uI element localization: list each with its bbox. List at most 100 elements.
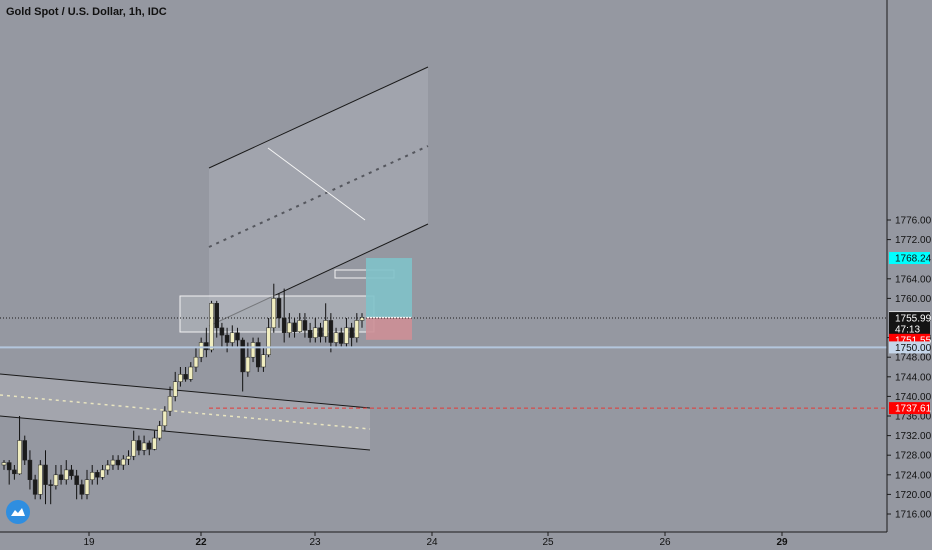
candle [198,337,204,363]
candle [178,367,183,387]
candle [1,460,7,470]
price-badge-bg [889,312,930,325]
candle-body [27,459,33,480]
candle [250,337,256,363]
candle-body [95,472,100,478]
price-badge-bg [889,341,930,354]
price-badge-bg [889,252,930,265]
trend-line [267,147,366,221]
candle [313,318,318,343]
price-badge: 1768.24 [889,252,932,265]
candle [147,440,152,456]
candle [126,450,131,465]
candle [89,465,95,485]
y-tick-label: 1736.00 [895,412,932,423]
candle [157,420,162,441]
x-tick-label: 22 [195,537,207,548]
candle-body [74,475,79,485]
candle-body [235,332,240,341]
candle-body [152,437,157,450]
candle-body [333,332,339,343]
price-badge-label: 1751.55 [895,335,932,346]
y-tick-label: 1764.00 [895,274,932,285]
candle [209,300,214,353]
candle-body [131,440,136,457]
candle-body [188,366,194,380]
descending-channel-upper-line [0,373,371,409]
candle-body [271,298,277,329]
candle-body [219,327,225,336]
candle [74,469,79,500]
candle [38,460,43,500]
x-tick-label: 29 [776,537,788,548]
candle [105,460,111,475]
x-tick-label: 23 [309,537,321,548]
price-badge: 1755.99 [889,312,932,325]
candle [32,474,38,500]
chart-title: Gold Spot / U.S. Dollar, 1h, IDC [6,6,167,18]
candle-body [162,410,168,427]
candle-body [328,320,334,343]
candle [214,300,219,338]
candle [188,362,194,382]
candle-body [214,303,219,329]
candle [64,460,69,485]
candle [167,386,173,416]
price-badge-bg [889,322,930,335]
candle-body [318,327,323,337]
candle [17,416,22,475]
candle [43,450,48,505]
candle [193,347,199,372]
candle [84,469,90,500]
price-badge-label: 1750.00 [895,343,932,354]
y-tick-label: 1716.00 [895,510,932,521]
candle-body [53,474,59,486]
price-badge-bg [889,402,930,415]
candle-body [17,440,22,475]
candle-body [240,339,245,373]
candle-body [147,442,152,450]
candle [27,450,33,490]
x-tick-label: 24 [426,537,438,548]
candle-body [349,327,354,338]
candle [287,313,292,338]
ascending-channel-midline [208,145,429,248]
descending-channel-lower-line [0,415,371,451]
x-tick-label: 25 [542,537,554,548]
y-tick-label: 1772.00 [895,235,932,246]
candle-body [344,327,349,344]
candle [100,465,105,480]
candle-body [359,317,365,321]
candle [240,337,245,392]
price-badge: 1737.61 [889,402,932,415]
candle [115,455,121,470]
candle [58,465,64,485]
candle-body [198,342,204,358]
candle [292,318,297,338]
candle-body [167,396,173,412]
candle [6,460,12,485]
candle [328,313,334,353]
candle [297,313,302,333]
candle [281,288,287,343]
y-tick-label: 1776.00 [895,216,932,227]
candle-body [84,479,90,495]
candle-body [141,442,147,451]
y-tick-label: 1748.00 [895,353,932,364]
candle [318,322,323,343]
candle [333,327,339,348]
candle-body [261,354,266,368]
candle-body [172,381,178,397]
candle-body [22,440,28,461]
candle [172,371,178,402]
long-position-target-zone [366,258,412,318]
candle-body [43,464,48,485]
candle-body [183,374,188,380]
candle [162,406,168,431]
y-tick-label: 1720.00 [895,490,932,501]
candle [22,435,28,465]
y-tick-label: 1760.00 [895,294,932,305]
candle-body [178,374,183,382]
tradingview-logo-icon[interactable] [6,500,30,524]
